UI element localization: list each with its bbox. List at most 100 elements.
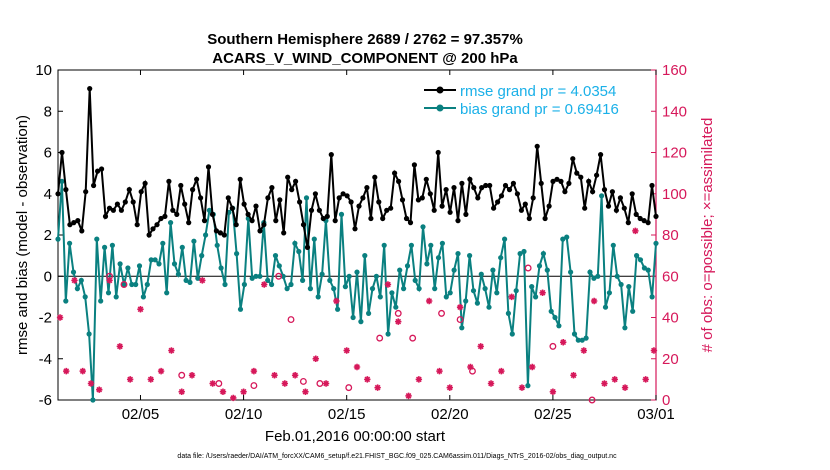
x-tick-label: 02/20 — [431, 406, 469, 423]
bias-series-point — [459, 325, 465, 331]
bias-series-point — [358, 319, 364, 325]
y-tick-label-right: 0 — [662, 392, 670, 409]
rmse-series-point — [506, 187, 513, 193]
rmse-series-point — [368, 215, 374, 222]
bias-series-point — [164, 290, 170, 296]
bias-series-point — [300, 277, 306, 283]
bias-series-point — [133, 281, 139, 288]
bias-series-point — [389, 290, 395, 296]
rmse-series-point — [281, 230, 287, 236]
rmse-series-point — [518, 207, 525, 213]
rmse-series-point — [59, 149, 65, 156]
bias-series-point — [102, 244, 108, 250]
rmse-series-point — [142, 180, 148, 186]
data-series — [55, 86, 659, 404]
rmse-series-point — [621, 205, 627, 211]
bias-series-point — [478, 271, 484, 277]
bias-series-point — [622, 325, 628, 331]
obs-assimilated-marker — [570, 372, 577, 379]
bias-series-point — [265, 277, 271, 283]
obs-assimilated-marker — [353, 363, 361, 371]
rmse-series-point — [118, 207, 124, 213]
rmse-series-point — [574, 170, 580, 176]
bias-series-point — [455, 251, 461, 257]
rmse-series-point — [522, 201, 528, 207]
rmse-series-point — [483, 182, 489, 189]
bias-series-point — [583, 335, 589, 341]
bias-series-point — [373, 273, 379, 279]
obs-assimilated-marker — [209, 380, 216, 387]
obs-assimilated-marker — [395, 318, 402, 325]
rmse-series-point — [546, 203, 552, 209]
rmse-series-point — [613, 207, 620, 213]
rmse-series-point — [241, 201, 247, 207]
rmse-series-point — [491, 205, 497, 211]
obs-assimilated-marker — [219, 388, 227, 395]
obs-assimilated-marker — [549, 388, 557, 395]
x-tick-label: 03/01 — [637, 406, 675, 423]
rmse-series-point — [265, 195, 271, 201]
bias-series-point — [366, 310, 372, 316]
rmse-series-point — [297, 199, 303, 205]
rmse-series-point — [198, 195, 204, 201]
rmse-series-point — [162, 213, 168, 219]
bias-series-point — [152, 257, 158, 263]
rmse-series-point — [249, 218, 255, 224]
bias-series-point — [517, 251, 523, 257]
y-tick-label-right: 100 — [662, 186, 687, 203]
rmse-series-point — [229, 205, 235, 211]
bias-series-point — [412, 277, 418, 283]
y-tick-label-right: 20 — [662, 351, 679, 368]
obs-assimilated-marker — [71, 277, 78, 284]
bias-series-point — [529, 284, 535, 290]
rmse-series-point — [201, 218, 208, 224]
bias-series-point — [377, 294, 383, 300]
rmse-series-point — [392, 170, 398, 176]
obs-assimilated-marker — [611, 376, 618, 383]
rmse-series-point — [578, 174, 584, 180]
bias-series-point — [168, 220, 174, 226]
rmse-series-point — [209, 211, 216, 217]
bias-series-point — [338, 211, 345, 217]
bias-series-point — [98, 298, 104, 304]
obs-assimilated-marker — [240, 388, 247, 395]
obs-assimilated-marker — [384, 281, 392, 288]
obs-assimilated-marker — [157, 367, 165, 375]
legend-rmse-marker — [436, 86, 444, 94]
bias-series-point — [428, 242, 434, 248]
bias-series-point — [191, 238, 197, 244]
bias-series-point — [439, 240, 445, 246]
rmse-series-point — [257, 228, 263, 234]
rmse-series-point — [87, 86, 93, 92]
bias-series-point — [634, 253, 640, 259]
obs-possible-marker — [316, 380, 324, 387]
obs-assimilated-marker — [188, 372, 196, 379]
bias-series-point — [618, 281, 624, 288]
rmse-series-point — [122, 199, 128, 205]
obs-possible-marker — [345, 384, 353, 392]
rmse-series-point — [126, 187, 132, 193]
bias-series-point — [645, 267, 651, 273]
bias-series-point — [498, 255, 504, 261]
bias-series-point — [144, 281, 150, 288]
bias-series-point — [237, 306, 244, 312]
y-tick-label-right: 160 — [662, 62, 687, 79]
bias-series-point — [105, 290, 112, 296]
bias-series-point — [502, 236, 508, 242]
obs-assimilated-marker — [529, 363, 536, 371]
bias-series-point — [171, 261, 178, 267]
bias-series-point — [125, 265, 131, 271]
rmse-series-point — [348, 199, 354, 205]
y-tick-label-left: 6 — [44, 145, 52, 162]
bias-series-point — [241, 281, 247, 288]
obs-assimilated-marker — [508, 293, 515, 301]
bias-series-point — [599, 193, 605, 199]
bias-series-point — [63, 298, 69, 304]
rmse-series-point — [498, 193, 505, 199]
obs-assimilated-marker — [364, 376, 371, 383]
rmse-series-point — [217, 230, 223, 236]
obs-assimilated-marker — [281, 380, 289, 387]
bias-series-point — [451, 267, 457, 273]
bias-series-point — [556, 323, 562, 329]
